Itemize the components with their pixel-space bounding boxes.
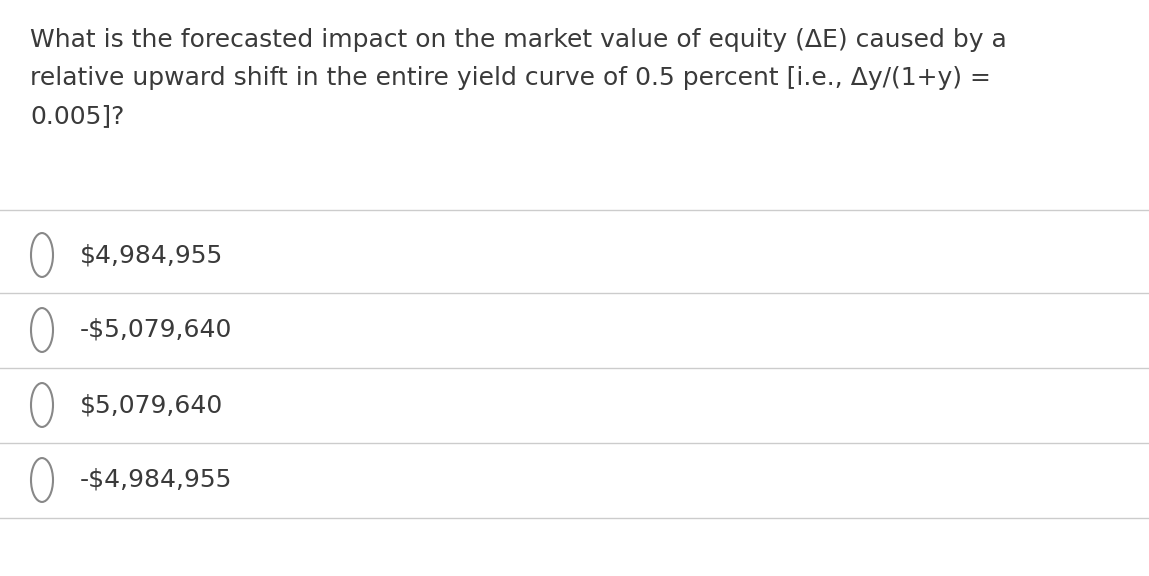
- Text: -$5,079,640: -$5,079,640: [80, 318, 232, 342]
- Text: relative upward shift in the entire yield curve of 0.5 percent [i.e., Δy/(1+y) =: relative upward shift in the entire yiel…: [30, 66, 990, 90]
- Text: $4,984,955: $4,984,955: [80, 243, 223, 267]
- Text: $5,079,640: $5,079,640: [80, 393, 223, 417]
- Text: 0.005]?: 0.005]?: [30, 104, 124, 128]
- Text: -$4,984,955: -$4,984,955: [80, 468, 232, 492]
- Text: What is the forecasted impact on the market value of equity (ΔE) caused by a: What is the forecasted impact on the mar…: [30, 28, 1007, 52]
